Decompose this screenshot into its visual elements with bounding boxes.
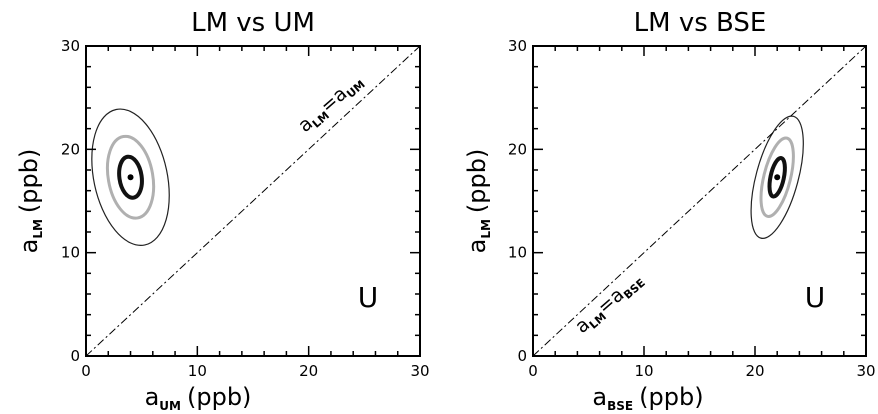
best-fit-point <box>774 174 781 181</box>
y-tick-label: 20 <box>508 140 527 158</box>
x-axis-label: aBSE (ppb) <box>592 383 703 413</box>
reference-line <box>85 45 421 357</box>
reference-line-label: aLM=aBSE <box>571 268 648 339</box>
ref-label-sub2: BSE <box>621 276 648 301</box>
y-label-sub: LM <box>31 219 45 239</box>
contour-outer <box>91 108 170 246</box>
y-label-base: a <box>15 239 43 254</box>
y-tick-label: 30 <box>508 37 527 55</box>
x-tick-label: 30 <box>410 362 429 380</box>
y-label-unit: (ppb) <box>15 149 43 213</box>
best-fit-point <box>127 174 134 181</box>
likelihood-contours <box>750 115 804 239</box>
x-tick-label: 10 <box>634 362 653 380</box>
chart-title: LM vs BSE <box>634 8 767 38</box>
y-axis-label: aLM (ppb) <box>463 149 493 254</box>
likelihood-contours <box>91 108 170 246</box>
axis-ticks: 0 10 20 30 0 10 20 30 <box>61 37 430 380</box>
marker-text: U <box>358 281 379 314</box>
y-tick-label: 10 <box>508 244 527 262</box>
x-label-sub: BSE <box>607 399 633 413</box>
contour-inner <box>767 155 787 199</box>
x-axis-label: aUM (ppb) <box>145 383 252 413</box>
plot-frame <box>532 45 867 357</box>
x-tick-label: 30 <box>856 362 875 380</box>
contour-middle <box>759 136 795 218</box>
x-label-base: a <box>145 383 160 411</box>
axis-ticks: 0 10 20 30 0 10 20 30 <box>508 37 876 380</box>
contour-outer <box>750 115 804 239</box>
y-tick-label: 20 <box>61 140 80 158</box>
x-tick-label: 20 <box>745 362 764 380</box>
x-label-base: a <box>592 383 607 411</box>
x-tick-label: 0 <box>81 362 91 380</box>
y-tick-label: 0 <box>70 347 80 365</box>
x-label-unit: (ppb) <box>187 383 251 411</box>
y-label-sub: LM <box>479 219 493 239</box>
chart-title: LM vs UM <box>191 8 315 38</box>
reference-line <box>532 45 867 357</box>
contour-middle <box>105 134 156 220</box>
y-axis-label: aLM (ppb) <box>15 149 45 254</box>
y-label-base: a <box>463 239 491 254</box>
x-label-sub: UM <box>159 399 181 413</box>
y-tick-label: 30 <box>61 37 80 55</box>
x-tick-label: 20 <box>299 362 318 380</box>
reference-line-label: aLM=aUM <box>294 70 368 139</box>
x-label-unit: (ppb) <box>639 383 703 411</box>
y-tick-label: 0 <box>517 347 527 365</box>
plot-frame <box>85 45 421 357</box>
y-label-unit: (ppb) <box>463 149 491 213</box>
x-tick-label: 10 <box>188 362 207 380</box>
y-tick-label: 10 <box>61 244 80 262</box>
x-tick-label: 0 <box>528 362 538 380</box>
marker-text: U <box>805 281 826 314</box>
contour-inner <box>117 154 144 200</box>
